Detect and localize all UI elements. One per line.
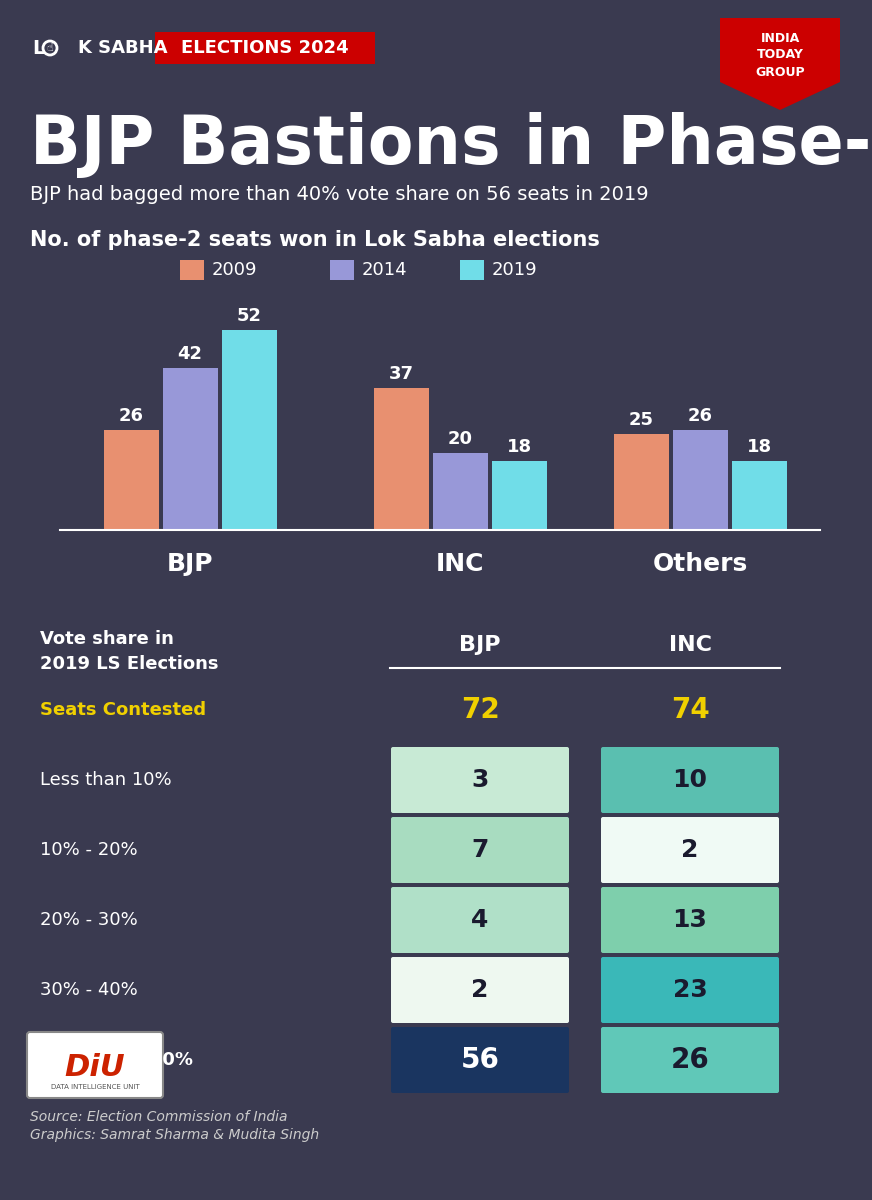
Bar xyxy=(492,461,547,530)
Text: More than 40%: More than 40% xyxy=(40,1051,193,1069)
FancyBboxPatch shape xyxy=(391,958,569,1022)
Bar xyxy=(614,434,669,530)
Text: 72: 72 xyxy=(460,696,500,724)
Text: Seats Contested: Seats Contested xyxy=(40,701,206,719)
Bar xyxy=(221,330,276,530)
Bar xyxy=(162,368,217,530)
Bar xyxy=(732,461,787,530)
FancyBboxPatch shape xyxy=(601,746,779,814)
Text: BJP: BJP xyxy=(167,552,214,576)
Bar xyxy=(460,260,484,280)
Bar xyxy=(373,388,428,530)
Text: BJP: BJP xyxy=(460,635,501,655)
FancyBboxPatch shape xyxy=(601,887,779,953)
Text: K SABHA: K SABHA xyxy=(78,38,167,56)
Text: BJP Bastions in Phase-2: BJP Bastions in Phase-2 xyxy=(30,112,872,178)
Text: 10: 10 xyxy=(672,768,707,792)
FancyBboxPatch shape xyxy=(27,1032,163,1098)
Text: 20: 20 xyxy=(447,430,473,448)
Polygon shape xyxy=(720,18,840,110)
Text: Others: Others xyxy=(652,552,747,576)
Text: Vote share in
2019 LS Elections: Vote share in 2019 LS Elections xyxy=(40,630,219,673)
Text: 2014: 2014 xyxy=(362,260,407,278)
Text: 23: 23 xyxy=(672,978,707,1002)
Text: INC: INC xyxy=(669,635,712,655)
Text: Graphics: Samrat Sharma & Mudita Singh: Graphics: Samrat Sharma & Mudita Singh xyxy=(30,1128,319,1142)
FancyBboxPatch shape xyxy=(601,1027,779,1093)
Text: 26: 26 xyxy=(687,407,712,425)
Text: L: L xyxy=(31,38,44,58)
Text: 56: 56 xyxy=(460,1046,500,1074)
FancyBboxPatch shape xyxy=(391,817,569,883)
Text: No. of phase-2 seats won in Lok Sabha elections: No. of phase-2 seats won in Lok Sabha el… xyxy=(30,230,600,250)
Text: 52: 52 xyxy=(236,307,262,325)
FancyBboxPatch shape xyxy=(601,817,779,883)
Text: 37: 37 xyxy=(389,365,413,383)
Text: 25: 25 xyxy=(629,410,653,428)
Text: ☝: ☝ xyxy=(46,43,53,53)
Text: 3: 3 xyxy=(471,768,488,792)
FancyBboxPatch shape xyxy=(391,1027,569,1093)
Text: 30% - 40%: 30% - 40% xyxy=(40,982,138,998)
Text: DiU: DiU xyxy=(65,1052,126,1081)
Text: 7: 7 xyxy=(471,838,488,862)
Text: Source: Election Commission of India: Source: Election Commission of India xyxy=(30,1110,288,1124)
Text: INDIA
TODAY
GROUP: INDIA TODAY GROUP xyxy=(755,31,805,78)
Text: 74: 74 xyxy=(671,696,710,724)
Text: 4: 4 xyxy=(471,908,488,932)
Text: 2019: 2019 xyxy=(492,260,538,278)
FancyBboxPatch shape xyxy=(391,887,569,953)
Bar xyxy=(672,430,727,530)
Bar xyxy=(180,260,204,280)
Bar xyxy=(330,260,354,280)
Text: 26: 26 xyxy=(671,1046,710,1074)
FancyBboxPatch shape xyxy=(155,32,375,64)
Text: Less than 10%: Less than 10% xyxy=(40,770,172,790)
Text: ELECTIONS 2024: ELECTIONS 2024 xyxy=(181,38,349,56)
Text: 2: 2 xyxy=(471,978,488,1002)
Text: 2: 2 xyxy=(681,838,698,862)
Text: 18: 18 xyxy=(507,438,532,456)
FancyBboxPatch shape xyxy=(601,958,779,1022)
Text: 26: 26 xyxy=(119,407,144,425)
Text: INC: INC xyxy=(436,552,484,576)
FancyBboxPatch shape xyxy=(391,746,569,814)
Text: 42: 42 xyxy=(178,346,202,364)
Text: 13: 13 xyxy=(672,908,707,932)
Bar xyxy=(104,430,159,530)
Bar xyxy=(433,454,487,530)
Text: 2009: 2009 xyxy=(212,260,257,278)
Text: 18: 18 xyxy=(746,438,772,456)
Text: DATA INTELLIGENCE UNIT: DATA INTELLIGENCE UNIT xyxy=(51,1084,140,1090)
Text: 20% - 30%: 20% - 30% xyxy=(40,911,138,929)
Text: BJP had bagged more than 40% vote share on 56 seats in 2019: BJP had bagged more than 40% vote share … xyxy=(30,186,649,204)
Text: 10% - 20%: 10% - 20% xyxy=(40,841,138,859)
